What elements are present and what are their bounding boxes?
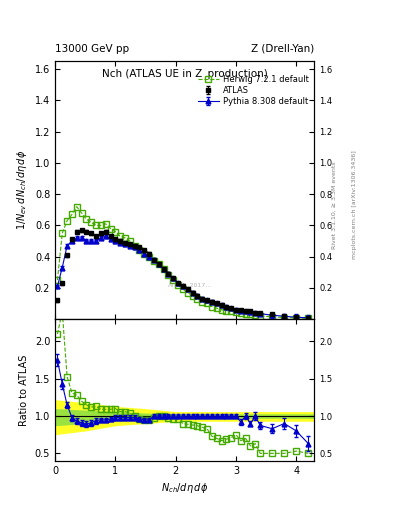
- Herwig 7.2.1 default: [200, 299, 205, 305]
- Herwig 7.2.1 default: [74, 204, 79, 210]
- Herwig 7.2.1 default: [282, 314, 286, 321]
- Herwig 7.2.1 default: [306, 315, 311, 322]
- Herwig 7.2.1 default: [156, 261, 161, 267]
- Herwig 7.2.1 default: [142, 250, 147, 257]
- Herwig 7.2.1 default: [99, 222, 103, 228]
- Herwig 7.2.1 default: [166, 272, 171, 279]
- Y-axis label: $1/N_{ev}\,dN_{ch}/d\eta\,d\phi$: $1/N_{ev}\,dN_{ch}/d\eta\,d\phi$: [15, 150, 29, 230]
- Herwig 7.2.1 default: [253, 312, 258, 318]
- Herwig 7.2.1 default: [118, 233, 123, 240]
- Herwig 7.2.1 default: [113, 228, 118, 234]
- Herwig 7.2.1 default: [108, 225, 113, 231]
- Herwig 7.2.1 default: [219, 307, 224, 313]
- Herwig 7.2.1 default: [55, 277, 60, 283]
- Herwig 7.2.1 default: [89, 219, 94, 225]
- Y-axis label: Ratio to ATLAS: Ratio to ATLAS: [19, 354, 29, 425]
- Herwig 7.2.1 default: [224, 307, 229, 313]
- Herwig 7.2.1 default: [161, 266, 166, 272]
- Text: 13000 GeV pp: 13000 GeV pp: [55, 44, 129, 54]
- Herwig 7.2.1 default: [294, 315, 299, 321]
- Text: Rivet 3.1.10, ≥ 3.3M events: Rivet 3.1.10, ≥ 3.3M events: [332, 161, 337, 249]
- Herwig 7.2.1 default: [214, 305, 219, 311]
- Text: Nch (ATLAS UE in Z production): Nch (ATLAS UE in Z production): [102, 69, 268, 79]
- Line: Herwig 7.2.1 default: Herwig 7.2.1 default: [55, 204, 311, 321]
- Herwig 7.2.1 default: [84, 216, 89, 222]
- Herwig 7.2.1 default: [137, 247, 142, 253]
- Text: mcplots.cern.ch [arXiv:1306.3436]: mcplots.cern.ch [arXiv:1306.3436]: [352, 151, 357, 259]
- Herwig 7.2.1 default: [176, 282, 180, 288]
- Herwig 7.2.1 default: [229, 308, 233, 314]
- Herwig 7.2.1 default: [94, 222, 98, 228]
- Herwig 7.2.1 default: [60, 230, 64, 236]
- Herwig 7.2.1 default: [258, 313, 263, 319]
- Herwig 7.2.1 default: [195, 296, 200, 302]
- Herwig 7.2.1 default: [152, 258, 156, 264]
- Herwig 7.2.1 default: [205, 301, 209, 307]
- Herwig 7.2.1 default: [243, 311, 248, 317]
- Herwig 7.2.1 default: [132, 243, 137, 249]
- Herwig 7.2.1 default: [185, 289, 190, 295]
- Herwig 7.2.1 default: [180, 286, 185, 292]
- Herwig 7.2.1 default: [147, 253, 151, 260]
- Herwig 7.2.1 default: [239, 310, 243, 316]
- Text: ATLAS_2017...: ATLAS_2017...: [168, 283, 212, 288]
- Herwig 7.2.1 default: [171, 277, 176, 283]
- Legend: Herwig 7.2.1 default, ATLAS, Pythia 8.308 default: Herwig 7.2.1 default, ATLAS, Pythia 8.30…: [196, 73, 310, 108]
- Herwig 7.2.1 default: [79, 210, 84, 216]
- Herwig 7.2.1 default: [270, 314, 275, 320]
- Herwig 7.2.1 default: [123, 235, 127, 241]
- Herwig 7.2.1 default: [70, 211, 74, 218]
- Herwig 7.2.1 default: [65, 218, 70, 224]
- Text: Z (Drell-Yan): Z (Drell-Yan): [251, 44, 314, 54]
- Herwig 7.2.1 default: [127, 238, 132, 244]
- X-axis label: $N_{ch}/d\eta\,d\phi$: $N_{ch}/d\eta\,d\phi$: [161, 481, 208, 495]
- Herwig 7.2.1 default: [233, 309, 238, 315]
- Herwig 7.2.1 default: [209, 304, 214, 310]
- Herwig 7.2.1 default: [190, 292, 195, 298]
- Herwig 7.2.1 default: [248, 311, 253, 317]
- Herwig 7.2.1 default: [103, 221, 108, 227]
